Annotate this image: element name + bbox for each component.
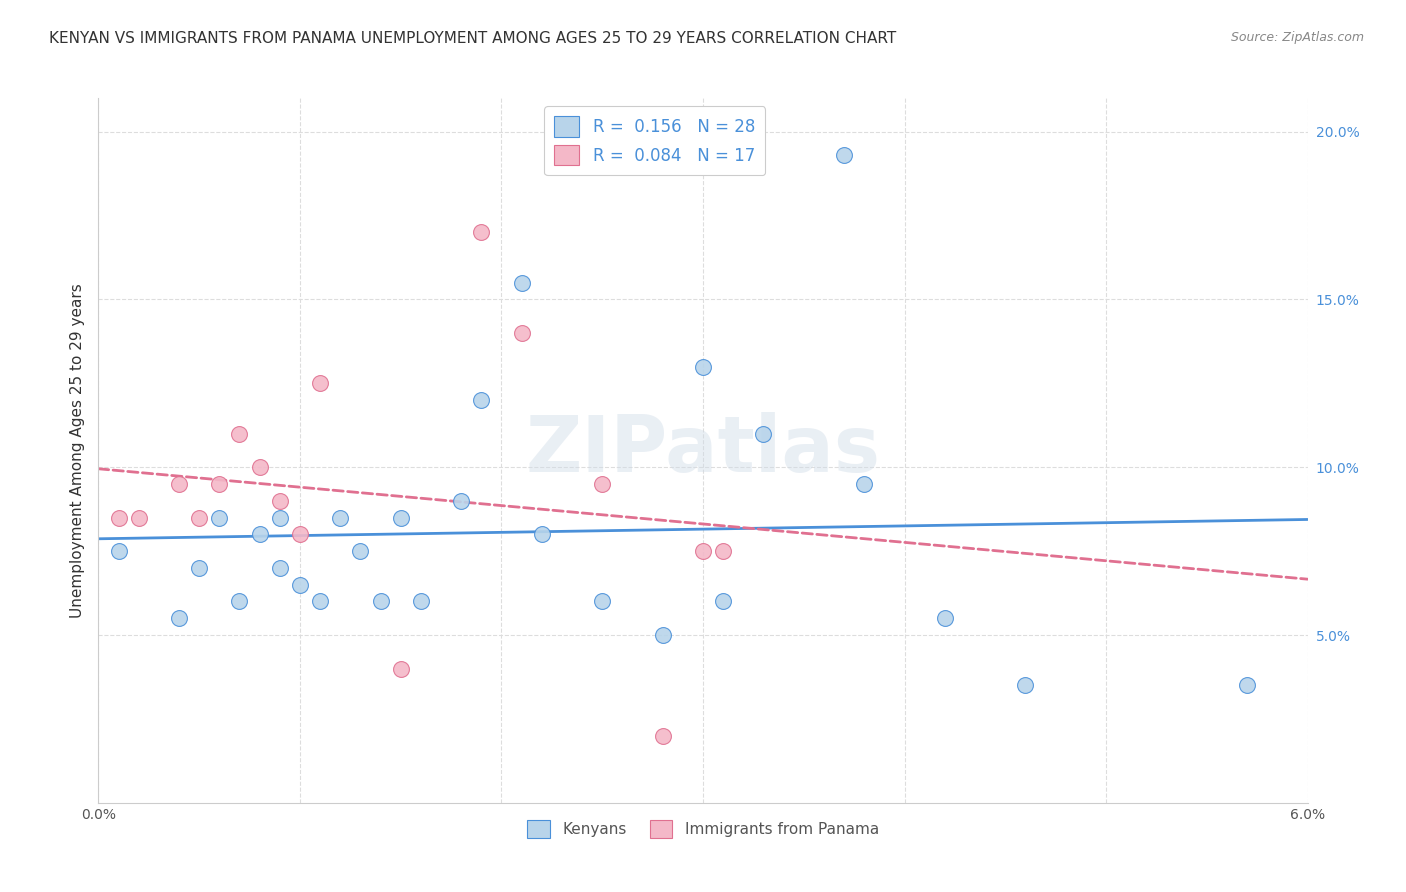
Point — [389, 662, 412, 676]
Point — [167, 611, 190, 625]
Point — [370, 594, 392, 608]
Point — [409, 594, 432, 608]
Point — [288, 577, 311, 591]
Point — [188, 510, 211, 524]
Point — [832, 148, 855, 162]
Point — [208, 477, 231, 491]
Point — [107, 544, 129, 558]
Point — [228, 594, 250, 608]
Point — [591, 477, 613, 491]
Point — [288, 527, 311, 541]
Point — [107, 510, 129, 524]
Point — [329, 510, 352, 524]
Point — [450, 493, 472, 508]
Point — [530, 527, 553, 541]
Point — [228, 426, 250, 441]
Text: ZIPatlas: ZIPatlas — [526, 412, 880, 489]
Point — [692, 544, 714, 558]
Point — [269, 510, 291, 524]
Text: Source: ZipAtlas.com: Source: ZipAtlas.com — [1230, 31, 1364, 45]
Text: KENYAN VS IMMIGRANTS FROM PANAMA UNEMPLOYMENT AMONG AGES 25 TO 29 YEARS CORRELAT: KENYAN VS IMMIGRANTS FROM PANAMA UNEMPLO… — [49, 31, 897, 46]
Point — [934, 611, 956, 625]
Point — [309, 376, 332, 391]
Point — [167, 477, 190, 491]
Point — [1014, 678, 1036, 692]
Point — [1236, 678, 1258, 692]
Point — [249, 460, 271, 475]
Point — [651, 729, 673, 743]
Point — [510, 326, 533, 340]
Point — [249, 527, 271, 541]
Point — [309, 594, 332, 608]
Point — [349, 544, 371, 558]
Y-axis label: Unemployment Among Ages 25 to 29 years: Unemployment Among Ages 25 to 29 years — [69, 283, 84, 618]
Point — [711, 594, 734, 608]
Point — [470, 225, 492, 239]
Point — [269, 561, 291, 575]
Point — [711, 544, 734, 558]
Point — [208, 510, 231, 524]
Point — [752, 426, 775, 441]
Point — [389, 510, 412, 524]
Legend: Kenyans, Immigrants from Panama: Kenyans, Immigrants from Panama — [522, 814, 884, 845]
Point — [692, 359, 714, 374]
Point — [591, 594, 613, 608]
Point — [269, 493, 291, 508]
Point — [510, 276, 533, 290]
Point — [651, 628, 673, 642]
Point — [188, 561, 211, 575]
Point — [128, 510, 150, 524]
Point — [853, 477, 876, 491]
Point — [470, 393, 492, 408]
